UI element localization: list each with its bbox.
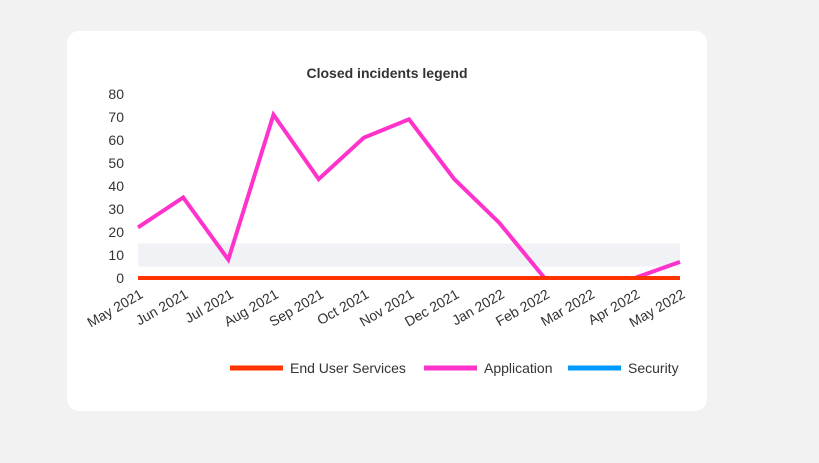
chart-card [67,31,707,411]
y-tick-label: 80 [108,86,124,102]
y-tick-label: 40 [108,178,124,194]
chart-title: Closed incidents legend [306,65,467,81]
legend-label[interactable]: Security [628,360,679,376]
y-tick-label: 50 [108,155,124,171]
legend-label[interactable]: End User Services [290,360,406,376]
legend-label[interactable]: Application [484,360,553,376]
plot-band [138,243,680,267]
y-tick-label: 20 [108,224,124,240]
y-tick-label: 0 [116,270,124,286]
x-tick-label: Jun 2021 [133,286,191,329]
y-tick-label: 30 [108,201,124,217]
y-tick-label: 60 [108,132,124,148]
x-tick-label: May 2021 [84,286,145,331]
y-tick-label: 70 [108,109,124,125]
y-tick-label: 10 [108,247,124,263]
